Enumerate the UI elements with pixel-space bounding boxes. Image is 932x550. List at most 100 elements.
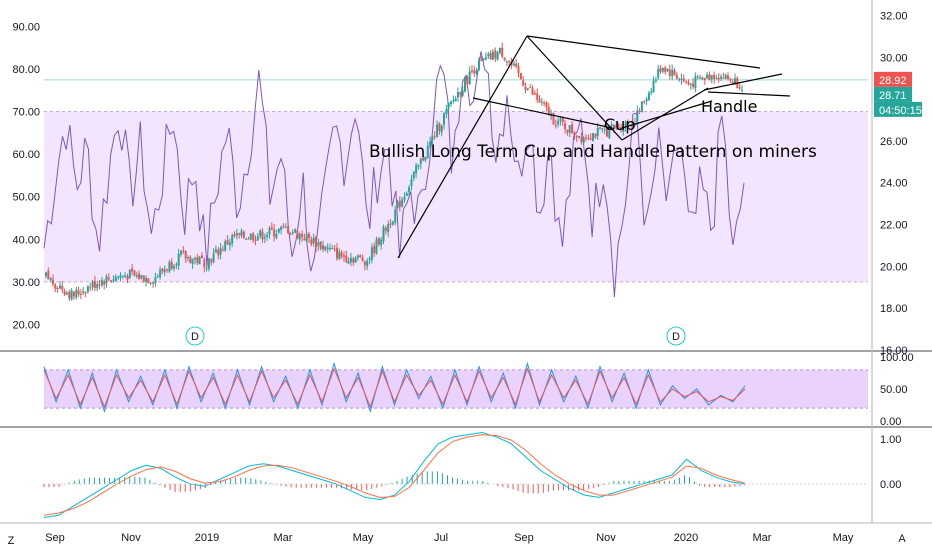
right-axis-tick-label: 18.00 [880, 303, 908, 315]
candle-body [408, 187, 411, 193]
rsi-line [43, 51, 745, 298]
left-axis-tick-label: 60.00 [12, 149, 40, 161]
candle-body [571, 124, 574, 134]
pattern-annotation: Bullish Long Term Cup and Handle Pattern… [369, 142, 817, 162]
trend-line [472, 97, 613, 129]
candle-body [419, 158, 422, 165]
candle-body [219, 248, 222, 255]
candle-body [308, 233, 310, 239]
candle-body [65, 292, 68, 295]
candle-body [734, 78, 736, 85]
candle-body [191, 258, 194, 264]
candle-body [198, 256, 201, 265]
candle-body [722, 77, 725, 79]
candle-body [275, 233, 278, 238]
candle-body [270, 227, 273, 230]
candle-body [720, 76, 723, 79]
candle-body [203, 259, 206, 268]
candle-body [214, 249, 217, 253]
candle-body [196, 257, 199, 263]
stoch-tick-label: 50.00 [880, 384, 908, 396]
candle-body [659, 67, 662, 72]
candle-body [512, 63, 515, 66]
candle-body [398, 200, 401, 208]
candle-body [422, 157, 425, 161]
time-axis-tick-label: May [833, 532, 854, 544]
candle-body [368, 258, 371, 260]
candle-body [443, 113, 445, 125]
candle-body [119, 275, 122, 278]
candle-body [72, 291, 75, 297]
candle-body [340, 252, 343, 257]
candle-body [114, 276, 117, 281]
candle-body [189, 257, 192, 263]
candle-body [322, 245, 324, 250]
candle-body [84, 292, 87, 294]
right-axis-tick-label: 30.00 [880, 52, 908, 64]
candle-body [294, 229, 297, 233]
handle-annotation: Handle [701, 97, 757, 116]
candle-body [380, 239, 383, 246]
candle-body [706, 74, 709, 79]
candle-body [645, 99, 648, 102]
dividend-marker [185, 326, 205, 346]
candle-body [461, 90, 464, 96]
stoch-tick-label: 100.00 [880, 352, 914, 364]
candle-body [249, 233, 252, 240]
left-axis-tick-label: 50.00 [12, 192, 40, 204]
candle-body [187, 257, 189, 259]
candle-body [715, 78, 718, 80]
candle-body [529, 87, 532, 89]
left-axis-tick-label: 40.00 [12, 234, 40, 246]
candle-body [452, 100, 455, 102]
candle-body [447, 102, 450, 108]
candle-body [345, 255, 348, 263]
candle-body [93, 280, 96, 288]
candle-body [405, 193, 408, 196]
candle-body [305, 234, 308, 242]
auto-scale-button[interactable]: A [893, 530, 911, 548]
candle-body [617, 125, 620, 129]
candle-body [473, 70, 476, 74]
candle-body [431, 136, 434, 141]
candle-body [63, 291, 66, 295]
time-axis-tick-label: 2019 [195, 532, 219, 544]
candle-body [259, 230, 262, 237]
candle-body [557, 120, 560, 125]
trend-line [526, 35, 761, 69]
price-label-text: 04:50:15 [879, 105, 922, 117]
candle-body [170, 262, 173, 269]
candle-body [89, 287, 92, 289]
candle-body [366, 260, 369, 267]
candle-body [377, 238, 380, 245]
candle-body [599, 127, 601, 129]
candle-body [496, 52, 499, 60]
right-axis-tick-label: 16.00 [880, 345, 908, 357]
candle-body [131, 268, 134, 272]
candle-body [205, 267, 208, 269]
candle-body [610, 124, 613, 129]
candle-body [207, 258, 210, 269]
candle-body [654, 79, 657, 81]
candle-body [210, 258, 213, 263]
timezone-button[interactable]: Z [2, 532, 20, 550]
candle-body [82, 291, 85, 293]
candle-body [494, 50, 497, 59]
candle-body [256, 236, 259, 241]
candle-body [701, 77, 704, 80]
trend-line [621, 100, 713, 129]
candle-body [326, 247, 329, 250]
time-axis-tick-label: Mar [753, 532, 772, 544]
candle-body [671, 69, 674, 77]
candle-body [182, 250, 185, 252]
candle-body [471, 70, 473, 72]
candle-body [135, 275, 138, 277]
candle-body [540, 101, 543, 103]
candle-body [519, 73, 522, 80]
candle-body [100, 280, 103, 286]
candle-body [343, 255, 345, 257]
candle-body [96, 284, 99, 289]
candle-body [685, 81, 688, 83]
candle-body [682, 78, 685, 82]
candle-body [708, 74, 711, 81]
